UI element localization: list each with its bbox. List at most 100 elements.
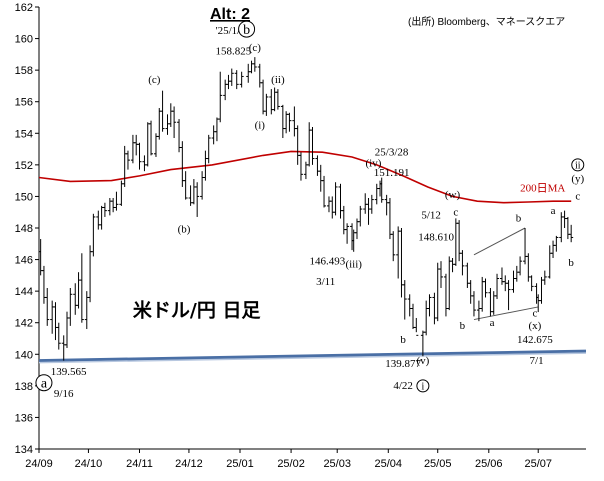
ohlc-bar xyxy=(191,179,196,205)
wave-label: 151.191 xyxy=(374,167,410,179)
ohlc-bar xyxy=(41,265,46,304)
ohlc-bar xyxy=(387,198,392,240)
wave-label: 3/11 xyxy=(316,276,335,288)
ohlc-bar xyxy=(298,152,303,181)
circled-wave-text: a xyxy=(41,377,48,392)
wave-circle xyxy=(238,20,256,38)
ohlc-bar xyxy=(318,164,323,192)
ohlc-bar xyxy=(358,205,363,227)
ohlc-bar xyxy=(514,265,519,282)
x-tick-label: 25/03 xyxy=(323,458,351,470)
ohlc-bar xyxy=(125,150,130,170)
ohlc-bar xyxy=(56,322,61,350)
ohlc-bar xyxy=(465,262,470,288)
ohlc-bar xyxy=(369,194,374,214)
ohlc-bar xyxy=(338,183,343,219)
wave-label: c xyxy=(453,206,458,218)
wave-circle xyxy=(35,374,53,392)
ohlc-bar xyxy=(53,302,58,341)
wave-label: b xyxy=(460,320,466,332)
ohlc-bar xyxy=(402,280,407,320)
wave-label: (b) xyxy=(178,224,191,236)
ohlc-bar xyxy=(229,68,234,86)
y-tick-label: 160 xyxy=(15,34,33,46)
ohlc-bar xyxy=(195,182,200,217)
x-tick-label: 24/11 xyxy=(126,458,153,470)
wave-label: 142.675 xyxy=(517,334,553,346)
ohlc-bar xyxy=(506,280,511,311)
x-tick-label: 25/02 xyxy=(277,458,305,470)
wave-label: 139.877 xyxy=(385,358,421,370)
wave-label: 9/16 xyxy=(54,388,74,400)
triangle-trendline xyxy=(473,227,526,256)
circled-wave-label: b xyxy=(238,20,256,38)
ohlc-bar xyxy=(239,71,244,88)
ohlc-bar xyxy=(226,74,231,90)
ohlc-bars xyxy=(38,57,574,361)
ohlc-bar xyxy=(460,250,465,276)
ohlc-bar xyxy=(326,196,331,213)
ohlc-bar xyxy=(142,155,147,172)
x-tick-label: 25/01 xyxy=(226,458,254,470)
ohlc-bar xyxy=(246,63,251,83)
wave-annotations: (c)(b)'25/1/10158.825(c)(ii)(i)(iv)25/3/… xyxy=(35,20,585,400)
wave-label: (x) xyxy=(529,320,542,332)
y-tick-label: 150 xyxy=(15,191,33,203)
ohlc-bar xyxy=(134,134,139,156)
ohlc-bar xyxy=(315,155,320,176)
wave-label: (ii) xyxy=(271,74,285,86)
ohlc-bar xyxy=(495,273,500,300)
y-tick-label: 156 xyxy=(15,97,33,109)
ohlc-bar xyxy=(432,292,437,325)
ohlc-bar xyxy=(345,223,350,244)
ohlc-bar xyxy=(249,60,254,74)
wave-label: b xyxy=(516,213,522,225)
wave-label: 146.493 xyxy=(309,255,345,267)
y-tick-label: 154 xyxy=(15,128,33,140)
x-tick-label: 24/12 xyxy=(175,458,203,470)
ohlc-bar xyxy=(107,198,112,216)
x-tick-label: 24/09 xyxy=(25,458,53,470)
ohlc-bar xyxy=(447,256,452,311)
ohlc-bar xyxy=(399,228,404,298)
ohlc-bar xyxy=(183,171,188,200)
ohlc-bar xyxy=(61,335,66,361)
chart-title: Alt: 2 xyxy=(210,6,250,23)
ohlc-bar xyxy=(264,93,269,116)
ohlc-bar xyxy=(542,270,547,285)
x-tick-label: 25/05 xyxy=(424,458,452,470)
ohlc-bar xyxy=(391,231,396,262)
wave-label: (v) xyxy=(416,355,429,367)
support-trendline xyxy=(38,349,587,363)
x-tick-label: 25/04 xyxy=(375,458,403,470)
y-tick-label: 152 xyxy=(15,160,33,172)
ohlc-bar xyxy=(50,300,55,334)
ohlc-bar xyxy=(307,122,312,167)
wave-label: (w) xyxy=(445,189,461,201)
ohlc-bar xyxy=(96,210,101,230)
y-tick-label: 142 xyxy=(15,318,33,330)
ohlc-bar xyxy=(295,125,300,165)
wave-label: 139.565 xyxy=(51,366,87,378)
ohlc-bar xyxy=(565,216,570,240)
ohlc-bar xyxy=(130,134,135,164)
y-tick-label: 158 xyxy=(15,65,33,77)
ohlc-bar xyxy=(363,193,368,214)
ohlc-bar xyxy=(91,213,96,257)
ohlc-bar xyxy=(45,287,50,326)
wave-label: (c) xyxy=(249,42,262,54)
wave-label: (iii) xyxy=(345,258,362,270)
ohlc-bar xyxy=(99,205,104,230)
x-tick-label: 25/06 xyxy=(475,458,503,470)
ohlc-bar xyxy=(310,126,315,165)
circled-wave-label: a xyxy=(35,374,53,392)
ohlc-bar xyxy=(330,196,335,219)
wave-label: 7/1 xyxy=(530,355,544,367)
ma-line-layer xyxy=(38,150,572,204)
ohlc-bar xyxy=(157,108,162,140)
ohlc-bar xyxy=(554,235,559,252)
ohlc-bar xyxy=(79,253,84,323)
ohlc-bar xyxy=(547,245,552,279)
circled-wave-text: ii xyxy=(575,160,581,171)
